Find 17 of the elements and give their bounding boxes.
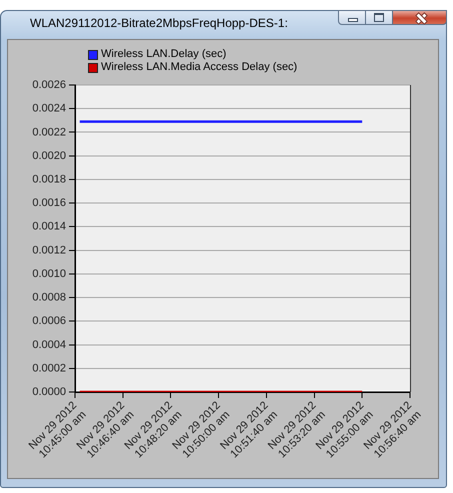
y-tick-label: 0.0024 [32,102,66,115]
y-tick-label: 0.0004 [32,338,66,351]
y-tick-label: 0.0010 [32,268,66,280]
y-tick-label: 0.0020 [32,150,66,162]
y-tick-label: 0.0026 [32,79,66,92]
y-tick-label: 0.0014 [32,220,66,233]
y-tick-label: 0.0016 [32,197,66,210]
y-tick-label: 0.0000 [32,386,66,398]
y-tick-label: 0.0012 [32,244,66,256]
y-tick-label: 0.0008 [32,292,66,304]
y-tick-label: 0.0022 [32,126,66,138]
chart-title: WLAN29112012-Bitrate2MbpsFreqHopp-DES-1: [30,16,288,30]
legend-label: Wireless LAN.Delay (sec) [101,48,226,61]
legend-label: Wireless LAN.Media Access Delay (sec) [101,61,298,74]
y-tick-label: 0.0018 [32,173,66,186]
y-tick-label: 0.0002 [32,362,66,374]
y-tick-label: 0.0006 [32,315,66,328]
